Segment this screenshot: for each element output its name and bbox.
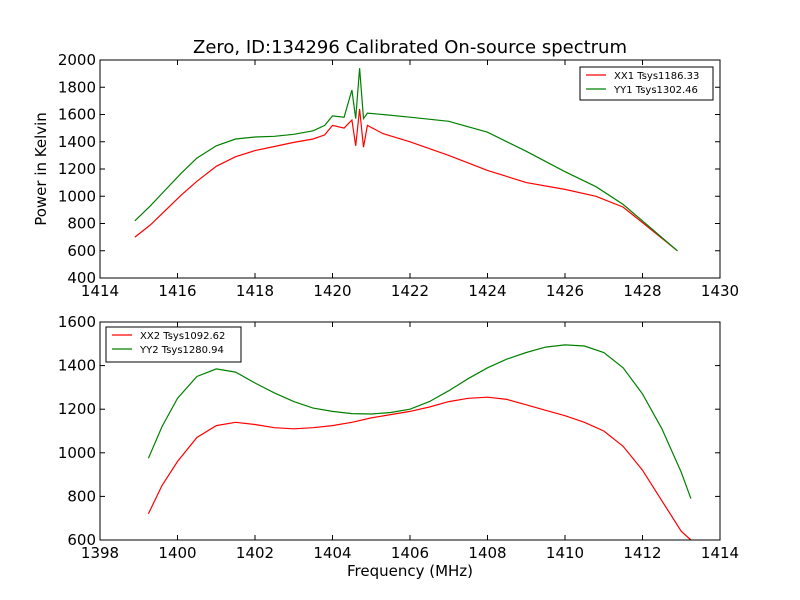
top-x-tick-label-5: 1424 — [468, 282, 506, 300]
bottom-plot-y-ticks: 600 800 1000 1200 1400 1600 — [58, 313, 720, 549]
bottom-legend-label-0: XX2 Tsys1092.62 — [140, 331, 225, 342]
top-series-line-0 — [134, 108, 678, 252]
bottom-x-tick-label-2: 1402 — [236, 544, 274, 562]
top-x-tick-label-3: 1420 — [313, 282, 351, 300]
bottom-x-tick-label-1: 1400 — [158, 544, 196, 562]
bottom-series-line-1 — [147, 344, 692, 499]
top-plot: 1414 1416 1418 1420 1422 1424 1426 1428 1430 400… — [58, 51, 739, 300]
y-axis-label: Power in Kelvin — [32, 112, 50, 226]
top-x-tick-label-2: 1418 — [236, 282, 274, 300]
top-x-tick-label-1: 1416 — [158, 282, 196, 300]
top-plot-x-ticks: 1414 1416 1418 1420 1422 1424 1426 1428 1430 — [81, 60, 739, 300]
top-y-tick-label-4: 1200 — [58, 160, 96, 178]
top-legend-label-1: YY1 Tsys1302.46 — [613, 85, 698, 96]
bottom-y-tick-label-2: 1000 — [58, 444, 96, 462]
bottom-plot-lines — [147, 344, 692, 541]
top-x-tick-label-0: 1414 — [81, 282, 119, 300]
top-y-tick-label-0: 400 — [67, 269, 96, 287]
chart-title: Zero, ID:134296 Calibrated On-source spe… — [193, 37, 627, 58]
top-x-tick-label-8: 1430 — [701, 282, 739, 300]
bottom-x-tick-label-4: 1406 — [391, 544, 429, 562]
top-y-tick-label-3: 1000 — [58, 187, 96, 205]
x-axis-label: Frequency (MHz) — [347, 562, 473, 580]
top-y-tick-label-6: 1600 — [58, 106, 96, 124]
bottom-x-tick-label-0: 1398 — [81, 544, 119, 562]
bottom-y-tick-label-4: 1400 — [58, 357, 96, 375]
top-x-tick-label-6: 1426 — [546, 282, 584, 300]
bottom-x-tick-label-3: 1404 — [313, 544, 351, 562]
top-y-tick-label-8: 2000 — [58, 51, 96, 69]
top-x-tick-label-7: 1428 — [623, 282, 661, 300]
top-y-tick-label-1: 600 — [67, 242, 96, 260]
bottom-x-tick-label-7: 1412 — [623, 544, 661, 562]
bottom-y-tick-label-1: 800 — [67, 487, 96, 505]
bottom-legend-label-1: YY2 Tsys1280.94 — [139, 345, 224, 356]
bottom-legend-box — [105, 326, 242, 363]
top-y-tick-label-7: 1800 — [58, 78, 96, 96]
top-legend-label-0: XX1 Tsys1186.33 — [614, 71, 699, 82]
top-y-tick-label-2: 800 — [67, 215, 96, 233]
bottom-y-tick-label-3: 1200 — [58, 400, 96, 418]
top-legend-box — [579, 66, 714, 101]
top-plot-lines — [134, 68, 678, 252]
bottom-x-tick-label-5: 1408 — [468, 544, 506, 562]
bottom-y-tick-label-5: 1600 — [58, 313, 96, 331]
bottom-x-tick-label-6: 1410 — [546, 544, 584, 562]
bottom-plot: 1398 1400 1402 1404 1406 1408 1410 1412 1414 600… — [58, 313, 739, 562]
bottom-plot-legend: XX2 Tsys1092.62 YY2 Tsys1280.94 — [105, 326, 242, 363]
top-series-line-1 — [134, 68, 678, 252]
top-plot-y-ticks: 400 600 800 1000 1200 1400 1600 1800 2000 — [58, 51, 720, 287]
top-x-tick-label-4: 1422 — [391, 282, 429, 300]
top-y-tick-label-5: 1400 — [58, 133, 96, 151]
top-plot-legend: XX1 Tsys1186.33 YY1 Tsys1302.46 — [579, 66, 714, 101]
bottom-plot-x-ticks: 1398 1400 1402 1404 1406 1408 1410 1412 1414 — [81, 322, 739, 562]
bottom-y-tick-label-0: 600 — [67, 531, 96, 549]
bottom-x-tick-label-8: 1414 — [701, 544, 739, 562]
bottom-series-line-0 — [147, 396, 692, 541]
